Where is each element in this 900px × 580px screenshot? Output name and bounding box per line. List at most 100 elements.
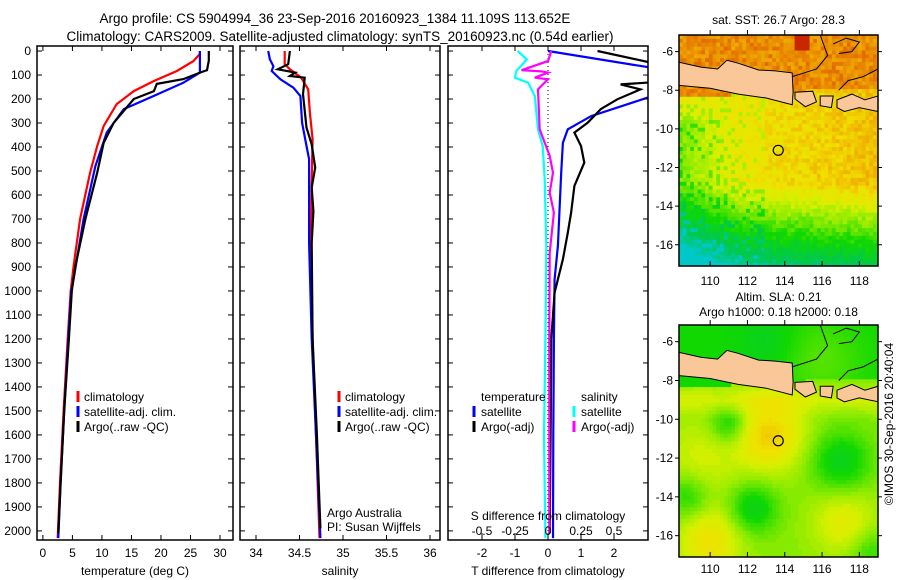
- map-cell: [727, 387, 732, 392]
- map-cell: [731, 507, 736, 512]
- map-cell: [727, 453, 732, 458]
- map-cell: [705, 394, 710, 400]
- map-cell: [686, 472, 691, 477]
- map-cell: [727, 235, 732, 241]
- map-cell: [831, 232, 837, 237]
- map-cell: [802, 205, 807, 210]
- map-cell: [809, 85, 814, 90]
- map-cell: [764, 247, 770, 252]
- map-cell: [753, 445, 758, 450]
- map-cell: [839, 224, 844, 229]
- map-cell: [865, 262, 870, 266]
- map-cell: [764, 42, 770, 48]
- map-cell: [679, 201, 684, 206]
- map-cell: [865, 69, 870, 75]
- map-cell: [679, 131, 684, 137]
- map-cell: [809, 139, 814, 144]
- map-cell: [858, 81, 863, 86]
- map-cell: [824, 235, 829, 241]
- map-cell: [693, 135, 699, 140]
- map-cell: [749, 104, 755, 109]
- map-cell: [731, 185, 736, 191]
- map-cell: [679, 232, 684, 237]
- map-cell: [690, 147, 695, 152]
- map-cell: [779, 177, 784, 183]
- map-cell: [776, 212, 781, 218]
- map-cell: [753, 538, 758, 543]
- map-cell: [701, 507, 706, 512]
- y-tick-label: 1500: [4, 404, 31, 418]
- map-cell: [679, 177, 684, 183]
- map-cell: [828, 92, 833, 98]
- map-cell: [716, 205, 721, 210]
- map-cell: [831, 154, 837, 160]
- map-cell: [682, 418, 687, 423]
- map-cell: [761, 530, 766, 536]
- map-cell: [858, 170, 863, 175]
- map-cell: [835, 108, 840, 113]
- map-cell: [690, 441, 695, 446]
- map-cell: [794, 150, 799, 156]
- map-cell: [839, 112, 844, 117]
- map-cell: [720, 464, 725, 470]
- map-cell: [720, 515, 725, 520]
- map-cell: [682, 530, 687, 536]
- map-cell: [802, 239, 807, 245]
- map-cell: [861, 85, 867, 90]
- map-cell: [716, 112, 721, 117]
- map-cell: [839, 232, 844, 237]
- map-cell: [776, 131, 781, 137]
- map-cell: [854, 243, 859, 249]
- map-cell: [802, 181, 807, 187]
- map-cell: [850, 123, 855, 129]
- map-cell: [779, 193, 784, 198]
- map-cell: [690, 406, 695, 411]
- map-cell: [686, 336, 691, 342]
- map-cell: [790, 212, 796, 218]
- map-cell: [697, 344, 702, 349]
- map-cell: [768, 262, 773, 266]
- map-cell: [809, 154, 814, 160]
- map-cell: [682, 534, 687, 539]
- map-cell: [828, 158, 833, 164]
- map-cell: [686, 332, 691, 338]
- map-cell: [690, 123, 695, 129]
- map-cell: [794, 170, 799, 175]
- map-cell: [761, 511, 766, 516]
- map-cell: [873, 120, 878, 125]
- map-cell: [805, 120, 811, 125]
- map-cell: [802, 170, 807, 175]
- map-cell: [805, 42, 811, 48]
- map-cell: [850, 170, 855, 175]
- map-cell: [682, 243, 687, 249]
- map-cell: [846, 112, 852, 117]
- map-cell: [839, 162, 844, 167]
- map-cell: [697, 422, 702, 427]
- map-cell: [679, 499, 684, 505]
- map-cell: [820, 120, 825, 125]
- map-cell: [693, 235, 699, 241]
- map-cell: [720, 135, 725, 140]
- map-cell: [790, 220, 796, 225]
- map-cell: [854, 92, 859, 98]
- map-cell: [813, 92, 818, 98]
- map-cell: [679, 464, 684, 470]
- map-cell: [873, 232, 878, 237]
- map-cell: [783, 197, 788, 202]
- map-cell: [854, 77, 859, 82]
- map-cell: [701, 147, 706, 152]
- map-cell: [850, 212, 855, 218]
- map-cell: [738, 185, 743, 191]
- map-cell: [727, 220, 732, 225]
- map-cell: [869, 108, 874, 113]
- map-cell: [735, 495, 740, 501]
- map-cell: [749, 460, 755, 466]
- map-cell: [727, 441, 732, 446]
- map-cell: [764, 495, 770, 501]
- map-cell: [693, 379, 699, 384]
- map-cell: [716, 429, 721, 435]
- map-cell: [824, 216, 829, 222]
- map-cell: [776, 224, 781, 229]
- map-cell: [712, 220, 717, 225]
- map-cell: [817, 255, 822, 260]
